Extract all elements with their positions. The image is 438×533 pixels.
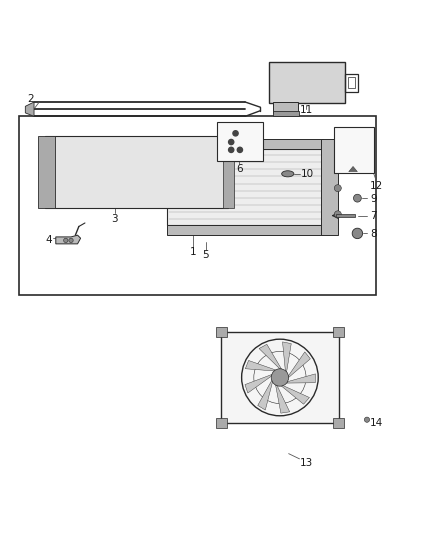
- Circle shape: [69, 238, 73, 243]
- Circle shape: [271, 369, 289, 386]
- Text: 3: 3: [111, 214, 118, 224]
- Bar: [167, 140, 323, 149]
- Polygon shape: [282, 385, 310, 404]
- Bar: [215, 327, 227, 336]
- Text: 6: 6: [236, 164, 243, 174]
- Text: 2: 2: [28, 94, 34, 104]
- Bar: [215, 418, 227, 428]
- Circle shape: [64, 238, 68, 243]
- Circle shape: [364, 417, 370, 422]
- Bar: [334, 127, 374, 173]
- Polygon shape: [245, 375, 272, 393]
- Bar: [273, 111, 299, 116]
- Polygon shape: [283, 342, 291, 372]
- Bar: [333, 418, 344, 428]
- Circle shape: [229, 140, 234, 144]
- Polygon shape: [245, 360, 276, 371]
- Text: 12: 12: [370, 181, 383, 191]
- Ellipse shape: [282, 171, 294, 177]
- Bar: [333, 327, 344, 336]
- Bar: [223, 136, 234, 208]
- Bar: [348, 77, 355, 88]
- Polygon shape: [276, 385, 290, 413]
- Polygon shape: [259, 344, 282, 369]
- Polygon shape: [56, 235, 81, 244]
- Text: 1: 1: [190, 247, 196, 257]
- Polygon shape: [349, 166, 357, 172]
- Text: 10: 10: [301, 169, 314, 179]
- Bar: [167, 225, 323, 235]
- Circle shape: [233, 131, 238, 136]
- Bar: [39, 136, 55, 208]
- Circle shape: [229, 147, 234, 152]
- Text: 4: 4: [45, 235, 52, 245]
- Text: 5: 5: [203, 250, 209, 260]
- Bar: [217, 122, 262, 161]
- Bar: [19, 116, 376, 295]
- Polygon shape: [25, 102, 34, 116]
- Circle shape: [334, 184, 341, 192]
- Text: 14: 14: [370, 418, 383, 428]
- Text: 13: 13: [300, 458, 313, 468]
- Circle shape: [352, 228, 363, 239]
- Circle shape: [237, 147, 243, 152]
- Polygon shape: [289, 352, 311, 377]
- Text: 9: 9: [370, 193, 377, 204]
- Circle shape: [334, 163, 341, 170]
- Polygon shape: [167, 149, 323, 225]
- Bar: [321, 140, 338, 235]
- Bar: [269, 62, 345, 103]
- Text: 7: 7: [370, 211, 377, 221]
- Polygon shape: [45, 136, 228, 208]
- Text: 8: 8: [370, 229, 377, 239]
- Text: 11: 11: [300, 105, 313, 115]
- FancyArrow shape: [336, 214, 355, 217]
- Polygon shape: [286, 374, 315, 383]
- Circle shape: [334, 211, 341, 218]
- Polygon shape: [221, 332, 339, 423]
- Bar: [273, 102, 298, 113]
- Polygon shape: [258, 381, 272, 410]
- Circle shape: [353, 194, 361, 202]
